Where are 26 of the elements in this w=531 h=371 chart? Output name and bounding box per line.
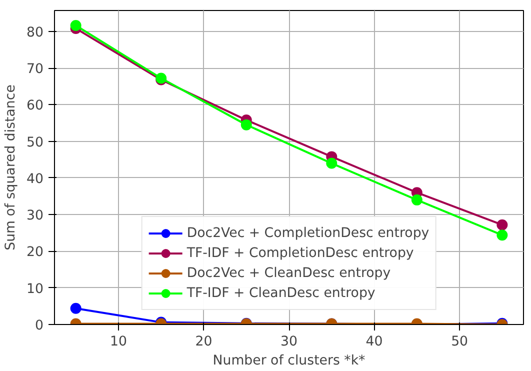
y-tick-label: 40 [26, 172, 44, 187]
legend-label: TF-IDF + CompletionDesc entropy [186, 246, 414, 260]
legend-label: Doc2Vec + CleanDesc entropy [186, 266, 391, 280]
x-tick-label: 30 [280, 334, 298, 350]
legend-label: TF-IDF + CleanDesc entropy [186, 286, 376, 300]
point [411, 194, 422, 206]
x-axis-title: Number of clusters *k* [212, 354, 366, 368]
y-axis-title: Sum of squared distance [4, 84, 19, 250]
y-tick-label: 10 [26, 282, 44, 297]
point [326, 158, 338, 169]
legend-label: Doc2Vec + CompletionDesc entropy [186, 226, 430, 240]
x-tick-label: 20 [195, 334, 212, 350]
y-tick-label: 0 [35, 318, 44, 334]
point [496, 230, 508, 241]
x-tick-label: 50 [451, 334, 468, 350]
y-tick-label: 20 [26, 245, 44, 260]
x-tick-label: 40 [366, 334, 383, 350]
point [70, 20, 82, 32]
y-tick-label: 50 [26, 135, 44, 150]
point [496, 219, 508, 230]
x-tick-label: 10 [110, 334, 127, 350]
y-tick-label: 60 [26, 98, 44, 114]
point [240, 119, 252, 130]
y-tick-label: 30 [26, 208, 44, 224]
y-tick-label: 80 [26, 25, 44, 40]
y-tick-label: 70 [26, 62, 44, 78]
